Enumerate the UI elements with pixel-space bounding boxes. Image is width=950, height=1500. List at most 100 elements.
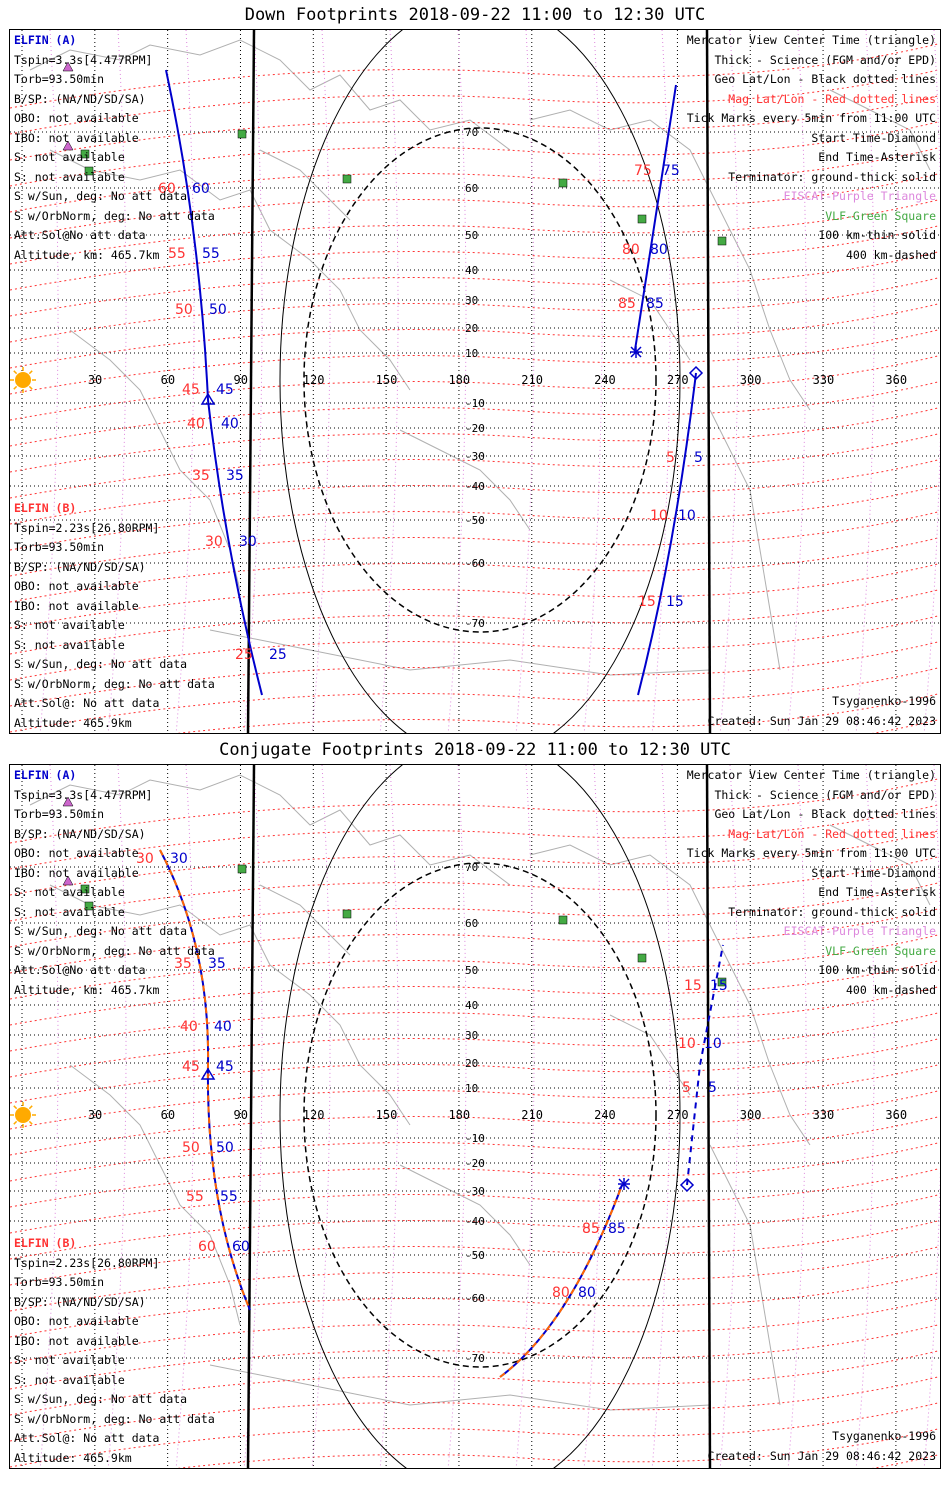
mag-latitude-line [10,933,940,1000]
mag-latitude-line [10,1245,940,1312]
mag-meridian [923,30,940,733]
end-time-asterisk [630,346,642,358]
elfin-b-tick-label: 5 [694,450,703,466]
footprint-100km [279,765,681,1468]
elfin-b-track-south [637,372,697,696]
elfin-b-info: ELFIN (B) Tspin=2.23s[26.80RPM] Torb=93.50… [14,1234,215,1468]
coastline-segment [829,89,931,171]
elfin-a-info-line: S: not available [14,885,125,899]
mag-meridian [39,30,59,733]
legend-entry: 100 km-thin solid [818,963,936,977]
start-time-diamond [679,1177,695,1193]
created-timestamp: Created: Sun Jan 29 08:46:42 2023 [707,1448,936,1463]
mag-meridian [719,30,739,733]
mag-latitude-line [10,484,940,551]
lat-label: 40 [465,999,478,1012]
legend: Mercator View Center Time (triangle) Thic… [687,766,936,1000]
lat-label: -10 [465,1132,485,1145]
mag-latitude-line [10,855,940,922]
elfin-b-info-line: Altitude: 465.9km [14,1450,132,1465]
coastline-segment [69,1064,241,1326]
mag-latitude-line [10,1141,940,1208]
mag-latitude-line [10,562,940,629]
elfin-b-tick-label: 85 [646,296,664,312]
lat-label: -70 [465,617,485,630]
mag-latitude-line [10,354,940,421]
legend-entry: Mercator View Center Time (triangle) [686,768,936,782]
center-time-triangle [200,1067,216,1080]
elfin-b-info-line: OBO: not available [14,579,139,593]
coastlines [29,774,931,1411]
mag-latitude-line [10,432,940,499]
lon-tick-label: 240 [594,1108,616,1122]
lon-tick-label: 270 [667,373,689,387]
elfin-a-tick-label-mag: 25 [235,647,253,663]
mag-latitude-line [10,881,940,948]
lon-tick-label: 210 [521,373,543,387]
coastline-segment [399,1164,531,1266]
elfin-b-info-line: S w/OrbNorm, deg: No att data [14,1411,215,1426]
elfin-a-tick-label-mag: 45 [182,382,200,398]
elfin-b-info-line: S: not available [14,618,125,632]
vlf-station-square [80,884,90,894]
elfin-a-info-line: Torb=93.50min [14,807,105,821]
mag-meridians [39,765,940,1468]
elfin-b-tick-label: 5 [708,1080,717,1096]
vlf-station-square [717,977,727,987]
legend-entry: Mag Lat/Lon - Red dotted lines [728,826,936,841]
lon-tick-label: 120 [303,373,325,387]
mag-latitude-line [10,1063,940,1130]
legend-entry: Mag Lat/Lon - Red dotted lines [728,91,936,106]
panel1-title: Down Footprints 2018-09-22 11:00 to 12:3… [244,5,706,25]
mag-latitude-line [10,224,940,291]
terminator-line-east [705,765,712,1468]
elfin-b-info-line: Tspin=2.23s[26.80RPM] [14,520,160,535]
mag-meridian [447,30,467,733]
lat-labels: 70 60 50 40 30 20 10 -10 -20 -30 -40 -50 -60 -70 [465,861,485,1365]
elfin-a-tick-label-mag: 40 [180,1019,198,1035]
lon-tick-label: 360 [885,1108,907,1122]
end-time-asterisk [618,1178,630,1190]
legend-entry: VLF-Green Square [825,943,936,958]
elfin-a-tick-label: 40 [221,416,239,432]
panel2-title: Conjugate Footprints 2018-09-22 11:00 to… [219,740,731,760]
lat-label: -70 [465,1352,485,1365]
mag-meridian [719,765,739,1468]
coastline-segment [29,39,511,151]
vlf-station-square [342,174,352,184]
mag-latitude-line [10,510,940,577]
mag-latitude-line [10,1375,940,1442]
elfin-a-info-line: Torb=93.50min [14,72,105,86]
legend-entry: Thick - Science (FGM and/or EPD) [714,52,936,67]
lat-label: -20 [465,422,485,435]
vlf-station-square [84,166,94,176]
lat-label: -20 [465,1157,485,1170]
elfin-a-tick-label: 35 [208,956,226,972]
elfin-a-info-line: S: not available [14,169,125,184]
mag-meridian [583,30,603,733]
mag-grid [10,42,940,733]
lon-tick-label: 90 [233,1108,247,1122]
elfin-a-label: ELFIN (A) [14,33,77,47]
elfin-b-info-line: Torb=93.50min [14,540,105,554]
elfin-b-tick-label: 10 [704,1036,722,1052]
footer-right: Tsyganenko-1996 Created: Sun Jan 29 08:46… [708,692,936,731]
elfin-b-tick-label: 15 [710,978,728,994]
elfin-b-info-line: B/SP: (NA/ND/SD/SA) [14,1294,146,1309]
vlf-station-square [637,214,647,224]
lat-label: 60 [465,917,478,930]
mag-latitude-line [10,829,940,896]
elfin-a-tick-label: 55 [202,246,220,262]
elfin-a-tick-label-mag: 55 [168,246,186,262]
mag-latitude-line [10,146,940,213]
panel1-map: 70 60 50 40 30 20 10 -10 -20 -30 -40 -50 -60 -70 30 60 9… [9,29,941,734]
elfin-b-label: ELFIN (B) [14,1236,77,1250]
lat-label: 20 [465,1057,478,1070]
elfin-b-tick-label: 75 [662,163,680,179]
elfin-a-tick-label: 25 [269,647,287,663]
lon-tick-label: 330 [813,373,835,387]
lat-label: -40 [465,1215,485,1228]
coastline-segment [69,329,241,591]
